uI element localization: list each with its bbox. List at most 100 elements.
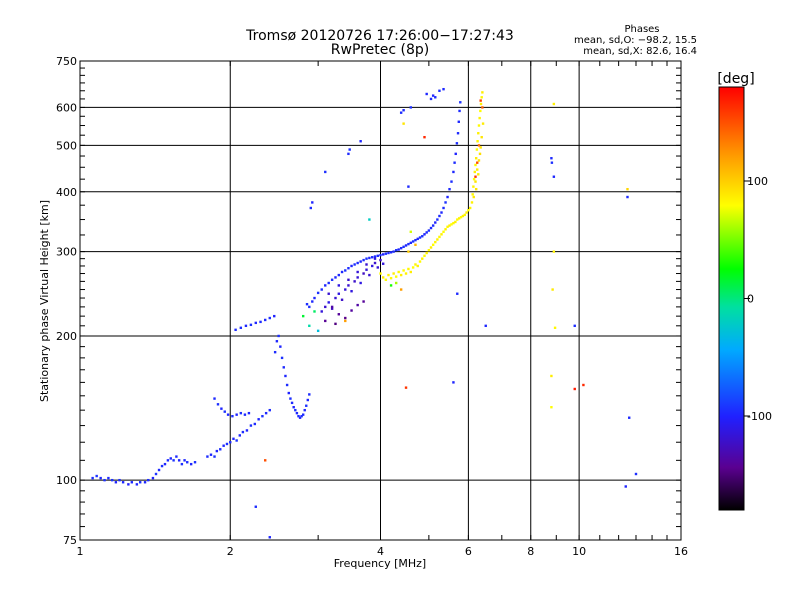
echo-point — [379, 272, 382, 275]
echo-point — [277, 334, 280, 338]
echo-point — [427, 229, 431, 232]
echo-point — [245, 429, 249, 432]
echo-point — [327, 281, 330, 285]
echo-point — [311, 300, 314, 303]
echo-point — [368, 218, 371, 221]
echo-point — [480, 96, 483, 99]
echo-point — [474, 180, 477, 183]
echo-point — [356, 303, 359, 307]
echo-point — [407, 185, 410, 188]
echo-point — [373, 257, 377, 260]
echo-point — [254, 321, 257, 325]
echo-point — [324, 319, 327, 323]
echo-point — [226, 413, 230, 416]
echo-point — [431, 224, 435, 227]
echo-point — [440, 211, 443, 214]
echo-point — [387, 273, 390, 277]
plot-grid — [80, 61, 681, 540]
echo-point — [301, 413, 305, 416]
phases-stats-x: mean, sd,X: 82.6, 16.4 — [583, 46, 697, 57]
echo-point — [213, 397, 216, 400]
echo-point — [239, 326, 243, 330]
phases-stats-o: mean, sd,O: −98.2, 15.5 — [574, 35, 697, 46]
echo-point — [362, 300, 365, 303]
echo-point — [121, 481, 125, 484]
echo-point — [414, 243, 417, 246]
echo-point — [459, 101, 462, 104]
echo-point — [465, 211, 468, 214]
echo-point — [634, 472, 638, 476]
echo-point — [254, 505, 257, 508]
echo-point — [552, 250, 556, 253]
echo-point — [103, 478, 106, 482]
echo-point — [135, 483, 139, 486]
echo-point — [399, 273, 403, 277]
echo-point — [347, 284, 350, 287]
x-tick-label: 2 — [227, 545, 234, 558]
echo-point — [249, 424, 253, 427]
echo-point — [239, 411, 243, 415]
echo-point — [127, 483, 130, 486]
echo-point — [450, 180, 453, 183]
echo-point — [285, 383, 289, 387]
echo-point — [414, 238, 417, 242]
echo-point — [477, 132, 480, 135]
echo-point — [429, 226, 433, 230]
echo-point — [409, 106, 412, 109]
echo-point — [353, 263, 356, 266]
echo-point — [275, 340, 279, 343]
echo-point — [479, 109, 482, 113]
echo-point — [407, 250, 410, 253]
echo-point — [232, 437, 235, 440]
echo-point — [334, 322, 337, 326]
echo-point — [384, 278, 388, 281]
echo-point — [268, 316, 271, 320]
echo-point — [389, 277, 393, 280]
echo-point — [247, 411, 251, 415]
echo-point — [471, 193, 474, 196]
echo-point — [423, 254, 426, 258]
echo-point — [457, 217, 461, 220]
y-axis-ticks: 75 100 200 300 400 500 600 750 — [56, 55, 681, 547]
echo-point — [365, 257, 368, 260]
echo-point — [177, 459, 181, 462]
echo-point — [180, 462, 184, 466]
echo-point — [279, 345, 282, 348]
echo-point — [479, 99, 482, 102]
echo-point — [423, 135, 426, 139]
echo-point — [468, 206, 472, 210]
echo-point — [624, 485, 627, 488]
echo-point — [220, 407, 223, 410]
echo-point — [238, 434, 241, 437]
echo-points — [91, 87, 638, 539]
echo-point — [476, 161, 479, 164]
echo-point — [292, 406, 295, 409]
echo-point — [308, 305, 311, 309]
echo-point — [454, 220, 457, 224]
echo-point — [330, 278, 334, 281]
echo-point — [371, 256, 374, 259]
echo-point — [350, 309, 353, 312]
echo-point — [425, 251, 428, 255]
echo-point — [397, 248, 400, 251]
echo-point — [442, 230, 445, 233]
chart-title: Tromsø 20120726 17:26:00−17:27:43 — [245, 28, 514, 44]
colorbar-tick-label: 0 — [747, 293, 754, 306]
echo-point — [454, 152, 457, 156]
echo-point — [340, 298, 344, 301]
echo-point — [186, 461, 189, 464]
echo-point — [235, 439, 238, 442]
echo-point — [470, 201, 474, 204]
echo-point — [436, 238, 439, 241]
echo-point — [394, 249, 398, 252]
echo-point — [473, 170, 476, 174]
echo-point — [99, 476, 102, 480]
echo-point — [257, 418, 260, 421]
colorbar-label: [deg] — [717, 71, 754, 87]
echo-point — [411, 266, 415, 269]
echo-point — [446, 225, 449, 229]
echo-point — [472, 185, 475, 188]
echo-point — [234, 328, 237, 332]
echo-point — [213, 455, 216, 458]
x-tick-label: 8 — [527, 545, 534, 558]
